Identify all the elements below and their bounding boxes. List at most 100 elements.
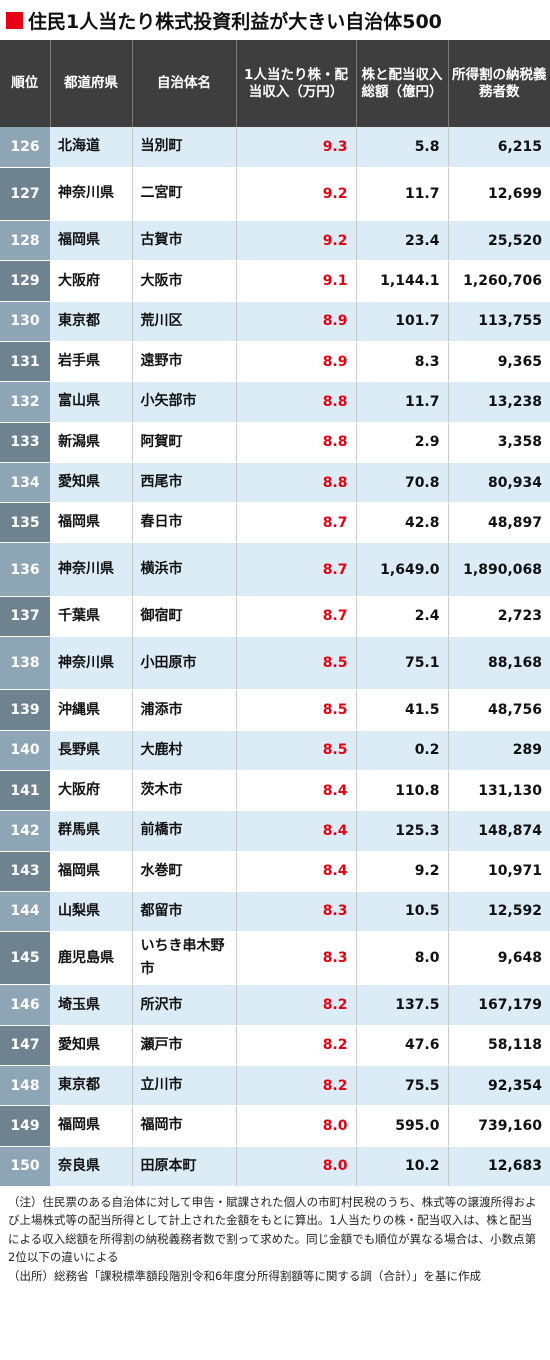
total-cell: 42.8 [356,502,449,544]
prefecture-cell: 千葉県 [50,596,133,638]
table-row: 149 福岡県 福岡市 8.0 595.0 739,160 [0,1105,550,1147]
municipality-cell: 遠野市 [132,341,237,383]
prefecture-cell: 富山県 [50,381,133,423]
table-row: 133 新潟県 阿賀町 8.8 2.9 3,358 [0,422,550,463]
prefecture-cell: 東京都 [50,301,133,342]
prefecture-cell: 鹿児島県 [50,931,133,986]
rank-cell: 143 [0,851,50,892]
taxpayers-cell: 113,755 [448,301,550,342]
per-capita-cell: 8.9 [236,301,357,342]
footnote-source: （出所）総務省「課税標準額段階別令和6年度分所得割額等に関する調（合計）」を基に… [8,1268,482,1283]
municipality-cell: 茨木市 [132,770,237,812]
municipality-cell: 浦添市 [132,689,237,731]
taxpayers-cell: 13,238 [448,381,550,423]
table-header-row: 順位 都道府県 自治体名 1人当たり株・配当収入（万円） 株と配当収入総額（億円… [0,40,550,127]
municipality-cell: 春日市 [132,502,237,544]
per-capita-cell: 8.5 [236,730,357,771]
rank-cell: 133 [0,422,50,463]
taxpayers-cell: 80,934 [448,462,550,504]
total-cell: 125.3 [356,810,449,852]
taxpayers-cell: 131,130 [448,770,550,812]
prefecture-cell: 大阪府 [50,770,133,812]
prefecture-cell: 埼玉県 [50,984,133,1026]
prefecture-cell: 福岡県 [50,220,133,262]
per-capita-cell: 8.8 [236,422,357,463]
table-row: 136 神奈川県 横浜市 8.7 1,649.0 1,890,068 [0,542,550,597]
taxpayers-cell: 58,118 [448,1025,550,1067]
total-cell: 75.1 [356,636,449,691]
per-capita-cell: 8.7 [236,542,357,597]
prefecture-cell: 神奈川県 [50,542,133,597]
prefecture-cell: 福岡県 [50,502,133,544]
municipality-cell: 立川市 [132,1065,237,1107]
municipality-cell: 福岡市 [132,1105,237,1147]
per-capita-cell: 8.2 [236,1025,357,1067]
taxpayers-cell: 289 [448,730,550,771]
taxpayers-cell: 1,260,706 [448,260,550,302]
municipality-cell: 瀬戸市 [132,1025,237,1067]
rank-cell: 147 [0,1025,50,1067]
total-cell: 0.2 [356,730,449,771]
taxpayers-cell: 12,699 [448,167,550,222]
prefecture-cell: 神奈川県 [50,636,133,691]
municipality-cell: 田原本町 [132,1146,237,1187]
rank-cell: 128 [0,220,50,262]
per-capita-cell: 9.3 [236,127,357,168]
rank-cell: 139 [0,689,50,731]
table-row: 140 長野県 大鹿村 8.5 0.2 289 [0,730,550,771]
per-capita-cell: 8.7 [236,502,357,544]
total-cell: 137.5 [356,984,449,1026]
per-capita-cell: 9.2 [236,167,357,222]
taxpayers-cell: 6,215 [448,127,550,168]
rank-cell: 127 [0,167,50,222]
total-cell: 1,144.1 [356,260,449,302]
per-capita-cell: 8.7 [236,596,357,638]
rank-cell: 148 [0,1065,50,1107]
taxpayers-cell: 9,365 [448,341,550,383]
rank-cell: 142 [0,810,50,852]
total-cell: 595.0 [356,1105,449,1147]
rank-cell: 146 [0,984,50,1026]
header-rank: 順位 [0,40,51,127]
rank-cell: 130 [0,301,50,342]
rank-cell: 140 [0,730,50,771]
municipality-cell: 当別町 [132,127,237,168]
rank-cell: 138 [0,636,50,691]
taxpayers-cell: 10,971 [448,851,550,892]
table-row: 142 群馬県 前橋市 8.4 125.3 148,874 [0,810,550,852]
table-row: 132 富山県 小矢部市 8.8 11.7 13,238 [0,381,550,423]
table-row: 131 岩手県 遠野市 8.9 8.3 9,365 [0,341,550,383]
prefecture-cell: 北海道 [50,127,133,168]
prefecture-cell: 沖縄県 [50,689,133,731]
prefecture-cell: 福岡県 [50,851,133,892]
total-cell: 101.7 [356,301,449,342]
rank-cell: 144 [0,891,50,933]
total-cell: 2.4 [356,596,449,638]
municipality-cell: 古賀市 [132,220,237,262]
table-row: 137 千葉県 御宿町 8.7 2.4 2,723 [0,596,550,638]
header-total-income: 株と配当収入総額（億円） [356,40,449,127]
total-cell: 8.0 [356,931,449,986]
municipality-cell: 所沢市 [132,984,237,1026]
municipality-cell: 小矢部市 [132,381,237,423]
rank-cell: 137 [0,596,50,638]
total-cell: 75.5 [356,1065,449,1107]
page-title-bar: 住民1人当たり株式投資利益が大きい自治体500 [0,0,550,40]
taxpayers-cell: 12,592 [448,891,550,933]
table-row: 148 東京都 立川市 8.2 75.5 92,354 [0,1065,550,1107]
table-row: 144 山梨県 都留市 8.3 10.5 12,592 [0,891,550,933]
total-cell: 10.5 [356,891,449,933]
taxpayers-cell: 12,683 [448,1146,550,1187]
per-capita-cell: 8.5 [236,689,357,731]
rank-cell: 129 [0,260,50,302]
rank-cell: 149 [0,1105,50,1147]
header-taxpayers: 所得割の納税義務者数 [448,40,550,127]
per-capita-cell: 8.9 [236,341,357,383]
table-row: 135 福岡県 春日市 8.7 42.8 48,897 [0,502,550,544]
per-capita-cell: 8.3 [236,891,357,933]
taxpayers-cell: 167,179 [448,984,550,1026]
per-capita-cell: 8.8 [236,381,357,423]
table-row: 145 鹿児島県 いちき串木野市 8.3 8.0 9,648 [0,931,550,986]
municipality-cell: 二宮町 [132,167,237,222]
taxpayers-cell: 92,354 [448,1065,550,1107]
